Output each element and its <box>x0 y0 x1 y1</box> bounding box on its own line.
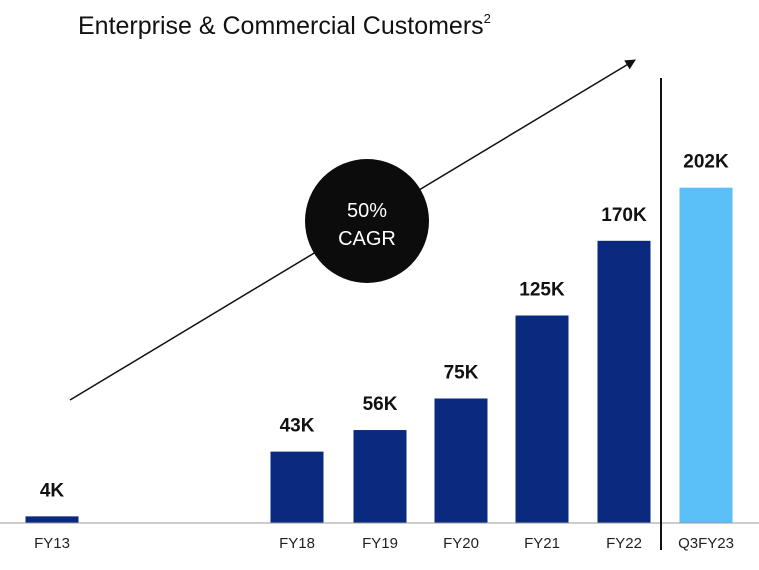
value-label-fy20: 75K <box>444 363 479 384</box>
x-tick-label-fy21: FY21 <box>524 535 560 552</box>
x-tick-label-fy19: FY19 <box>362 535 398 552</box>
x-tick-label-fy22: FY22 <box>606 535 642 552</box>
chart-title-footnote: 2 <box>483 10 491 26</box>
chart-title: Enterprise & Commercial Customers2 <box>78 10 491 41</box>
cagr-badge-circle <box>305 159 429 283</box>
bars-layer <box>25 187 733 524</box>
value-label-fy21: 125K <box>519 280 565 301</box>
value-label-q3fy23: 202K <box>683 152 729 173</box>
value-label-fy19: 56K <box>363 394 398 415</box>
bar-fy22 <box>597 240 651 524</box>
cagr-badge-percent: 50% <box>347 200 387 222</box>
bar-fy18 <box>270 451 324 523</box>
bar-fy13 <box>25 516 79 523</box>
value-label-fy22: 170K <box>601 205 647 226</box>
cagr-badge: 50% CAGR <box>305 159 429 283</box>
value-label-fy13: 4K <box>40 480 65 501</box>
bar-fy19 <box>353 430 407 523</box>
x-tick-label-fy18: FY18 <box>279 535 315 552</box>
x-tick-label-fy13: FY13 <box>34 535 70 552</box>
value-label-fy18: 43K <box>280 416 315 437</box>
labels-layer: 4K FY13 43K FY18 56K FY19 75K FY20 125K FY21 170K F… <box>34 152 734 552</box>
chart-title-text: Enterprise & Commercial Customers <box>78 12 484 40</box>
cagr-badge-label: CAGR <box>338 228 396 250</box>
x-tick-label-fy20: FY20 <box>443 535 479 552</box>
x-tick-label-q3fy23: Q3FY23 <box>678 535 734 552</box>
bar-q3fy23 <box>679 187 733 523</box>
bar-fy20 <box>434 398 488 523</box>
bar-fy21 <box>515 315 569 523</box>
